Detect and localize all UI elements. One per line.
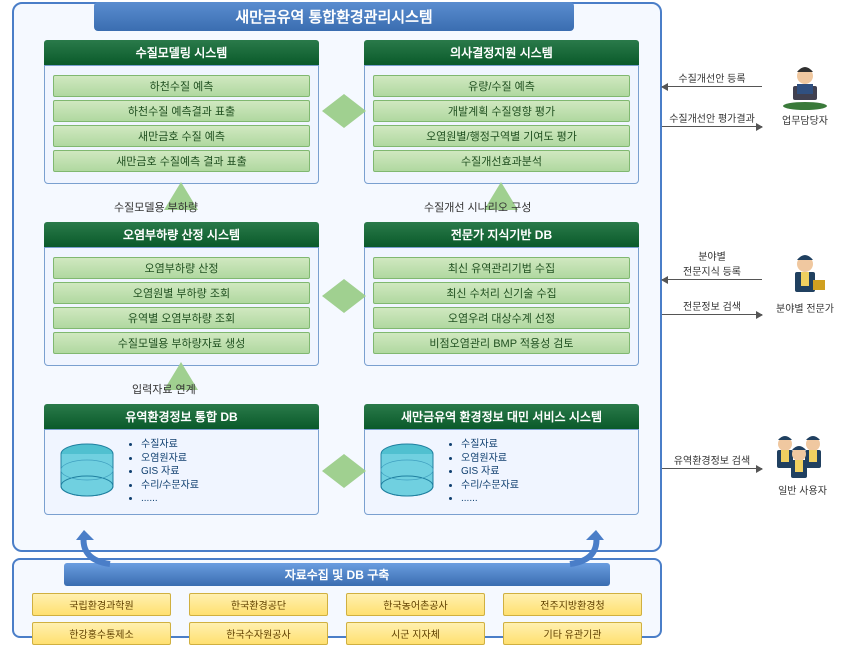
businessman-icon xyxy=(777,62,833,110)
module-body: 유량/수질 예측 개발계획 수질영향 평가 오염원별/행정구역별 기여도 평가 … xyxy=(364,65,639,184)
list-item: 오염원자료 xyxy=(141,452,199,466)
list-item: GIS 자료 xyxy=(141,465,199,479)
database-icon xyxy=(57,442,117,502)
org-item: 시군 지자체 xyxy=(346,622,485,645)
module-item: 하천수질 예측결과 표출 xyxy=(53,100,310,122)
module-body: 수질자료 오염원자료 GIS 자료 수리/수문자료 ...... xyxy=(364,429,639,515)
org-item: 한강홍수통제소 xyxy=(32,622,171,645)
flow-arrow: 분야별 전문지식 등록 xyxy=(662,248,762,280)
module-expert-db: 전문가 지식기반 DB 최신 유역관리기법 수집 최신 수처리 신기술 수집 오… xyxy=(364,222,639,366)
data-collection-frame: 자료수집 및 DB 구축 국립환경과학원 한국환경공단 한국농어촌공사 전주지방… xyxy=(12,558,662,638)
db-list: 수질자료 오염원자료 GIS 자료 수리/수문자료 ...... xyxy=(447,438,519,506)
module-item: 수질개선효과분석 xyxy=(373,150,630,172)
org-item: 한국농어촌공사 xyxy=(346,593,485,616)
actor-expert: 분야별 전문가 xyxy=(770,250,840,315)
module-item: 최신 수처리 신기술 수집 xyxy=(373,282,630,304)
list-item: 수질자료 xyxy=(461,438,519,452)
module-header: 의사결정지원 시스템 xyxy=(364,40,639,65)
module-item: 새만금호 수질 예측 xyxy=(53,125,310,147)
curve-arrow-icon xyxy=(70,530,130,570)
bidir-arrow-icon xyxy=(322,454,366,488)
list-item: 오염원자료 xyxy=(461,452,519,466)
module-header: 새만금유역 환경정보 대민 서비스 시스템 xyxy=(364,404,639,429)
flow-arrow: 수질개선안 등록 xyxy=(662,70,762,87)
database-icon xyxy=(377,442,437,502)
org-item: 전주지방환경청 xyxy=(503,593,642,616)
list-item: 수리/수문자료 xyxy=(461,479,519,493)
flow-label: 분야별 전문지식 등록 xyxy=(662,248,762,278)
org-grid: 국립환경과학원 한국환경공단 한국농어촌공사 전주지방환경청 한강홍수통제소 한… xyxy=(14,589,660,649)
module-item: 새만금호 수질예측 결과 표출 xyxy=(53,150,310,172)
module-item: 최신 유역관리기법 수집 xyxy=(373,257,630,279)
flow-label: 수질개선안 평가결과 xyxy=(662,110,762,125)
flow-arrow: 수질개선안 평가결과 xyxy=(662,110,762,127)
module-item: 오염부하량 산정 xyxy=(53,257,310,279)
actor-users: 일반 사용자 xyxy=(760,430,845,497)
module-decision-support: 의사결정지원 시스템 유량/수질 예측 개발계획 수질영향 평가 오염원별/행정… xyxy=(364,40,639,184)
module-pollution-load: 오염부하량 산정 시스템 오염부하량 산정 오염원별 부하량 조회 유역별 오염… xyxy=(44,222,319,366)
module-body: 하천수질 예측 하천수질 예측결과 표출 새만금호 수질 예측 새만금호 수질예… xyxy=(44,65,319,184)
list-item: 수질자료 xyxy=(141,438,199,452)
flow-arrow: 유역환경정보 검색 xyxy=(662,452,762,469)
expert-icon xyxy=(777,250,833,298)
module-body: 수질자료 오염원자료 GIS 자료 수리/수문자료 ...... xyxy=(44,429,319,515)
module-body: 오염부하량 산정 오염원별 부하량 조회 유역별 오염부하량 조회 수질모델용 … xyxy=(44,247,319,366)
flow-label: 수질개선안 등록 xyxy=(662,70,762,85)
bidir-arrow-icon xyxy=(322,94,366,128)
module-body: 최신 유역관리기법 수집 최신 수처리 신기술 수집 오염우려 대상수계 선정 … xyxy=(364,247,639,366)
module-item: 오염원별 부하량 조회 xyxy=(53,282,310,304)
actor-label: 일반 사용자 xyxy=(778,486,827,497)
module-item: 비점오염관리 BMP 적용성 검토 xyxy=(373,332,630,354)
module-header: 오염부하량 산정 시스템 xyxy=(44,222,319,247)
curve-arrow-icon xyxy=(550,530,610,570)
module-item: 오염원별/행정구역별 기여도 평가 xyxy=(373,125,630,147)
org-item: 국립환경과학원 xyxy=(32,593,171,616)
main-system-frame: 새만금유역 통합환경관리시스템 수질모델링 시스템 하천수질 예측 하천수질 예… xyxy=(12,2,662,552)
bidir-arrow-icon xyxy=(322,279,366,313)
module-item: 오염우려 대상수계 선정 xyxy=(373,307,630,329)
flow-arrow: 전문정보 검색 xyxy=(662,298,762,315)
label: 수질개선 시나리오 구성 xyxy=(424,199,531,215)
list-item: 수리/수문자료 xyxy=(141,479,199,493)
label: 입력자료 연계 xyxy=(132,381,196,397)
label: 수질모델용 부하량 xyxy=(114,199,198,215)
module-header: 전문가 지식기반 DB xyxy=(364,222,639,247)
org-item: 기타 유관기관 xyxy=(503,622,642,645)
module-item: 유역별 오염부하량 조회 xyxy=(53,307,310,329)
org-item: 한국수자원공사 xyxy=(189,622,328,645)
actor-staff: 업무담당자 xyxy=(770,62,840,127)
module-item: 개발계획 수질영향 평가 xyxy=(373,100,630,122)
module-item: 하천수질 예측 xyxy=(53,75,310,97)
module-item: 수질모델용 부하량자료 생성 xyxy=(53,332,310,354)
org-item: 한국환경공단 xyxy=(189,593,328,616)
main-title: 새만금유역 통합환경관리시스템 xyxy=(94,2,574,31)
flow-label: 전문정보 검색 xyxy=(662,298,762,313)
actor-label: 업무담당자 xyxy=(782,116,828,127)
actor-label: 분야별 전문가 xyxy=(776,304,834,315)
bottom-title: 자료수집 및 DB 구축 xyxy=(64,563,610,586)
module-public-service: 새만금유역 환경정보 대민 서비스 시스템 수질자료 오염원자료 GIS 자료 … xyxy=(364,404,639,515)
list-item: ...... xyxy=(461,492,519,506)
flow-label: 유역환경정보 검색 xyxy=(662,452,762,467)
list-item: GIS 자료 xyxy=(461,465,519,479)
module-header: 수질모델링 시스템 xyxy=(44,40,319,65)
module-integrated-db: 유역환경정보 통합 DB 수질자료 오염원자료 GIS 자료 수리/수문자료 .… xyxy=(44,404,319,515)
list-item: ...... xyxy=(141,492,199,506)
users-icon xyxy=(763,430,843,480)
module-header: 유역환경정보 통합 DB xyxy=(44,404,319,429)
db-list: 수질자료 오염원자료 GIS 자료 수리/수문자료 ...... xyxy=(127,438,199,506)
module-item: 유량/수질 예측 xyxy=(373,75,630,97)
module-water-modeling: 수질모델링 시스템 하천수질 예측 하천수질 예측결과 표출 새만금호 수질 예… xyxy=(44,40,319,184)
